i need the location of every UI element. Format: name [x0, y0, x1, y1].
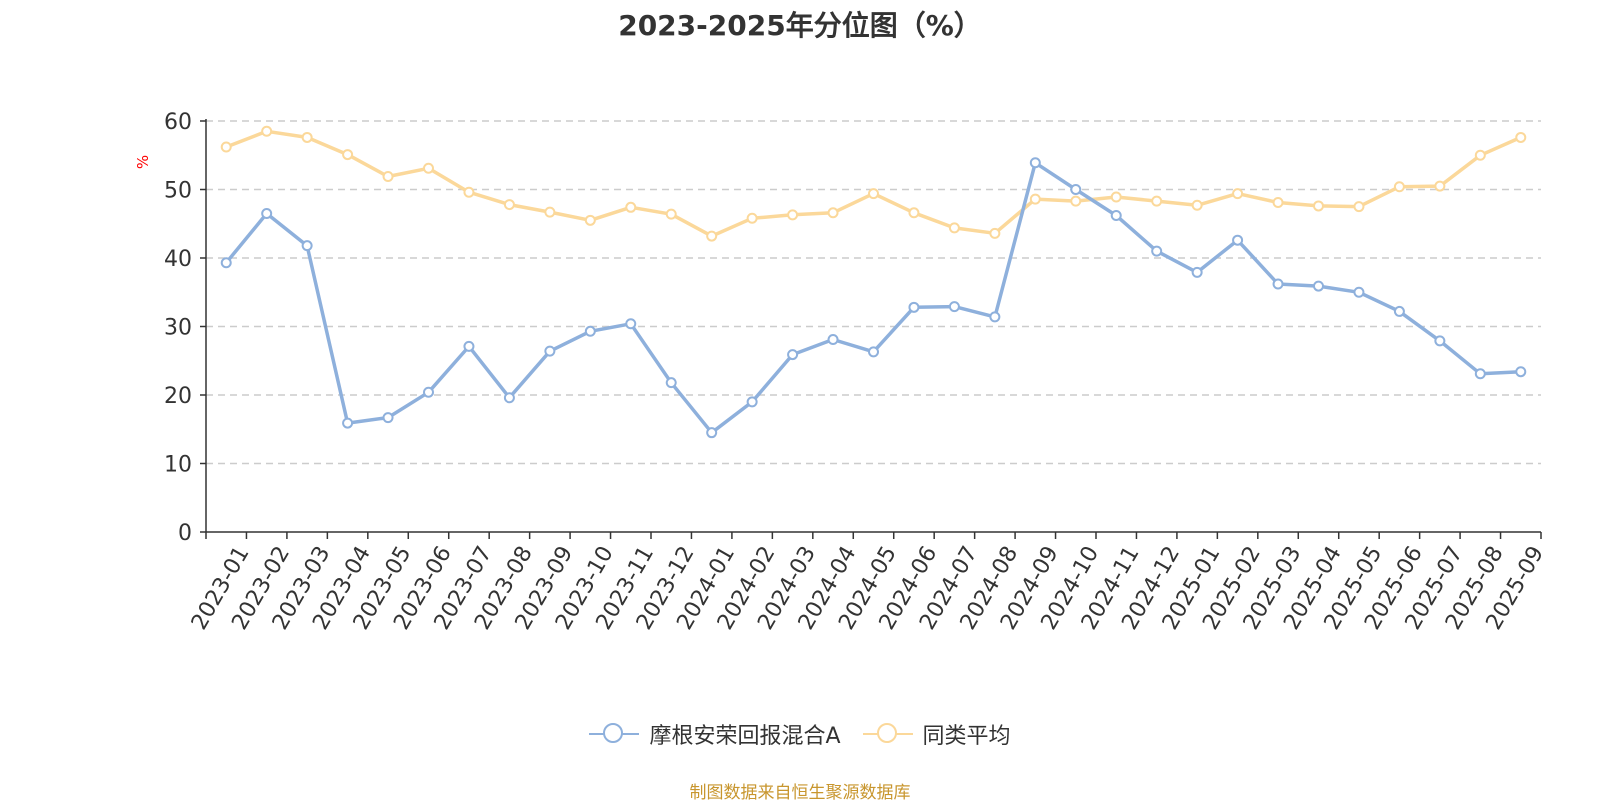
y-tick-label: 60 — [164, 110, 192, 135]
data-point-1 — [423, 162, 434, 174]
data-point-1 — [1434, 180, 1446, 192]
data-point-0 — [746, 396, 758, 408]
legend: 摩根安荣回报混合A 同类平均 — [0, 718, 1600, 750]
data-point-1 — [1070, 195, 1082, 207]
series-line-0 — [224, 161, 1521, 435]
data-point-0 — [1151, 245, 1163, 257]
data-point-1 — [948, 222, 960, 234]
legend-swatch-peer-average — [862, 722, 913, 746]
data-point-1 — [220, 141, 232, 153]
data-point-1 — [1029, 193, 1041, 205]
legend-label-peer-average: 同类平均 — [922, 724, 1011, 749]
y-tick-label: 20 — [164, 384, 192, 409]
data-point-0 — [544, 345, 556, 357]
data-point-0 — [1515, 366, 1527, 378]
data-point-0 — [220, 257, 232, 269]
legend-item-peer-average[interactable]: 同类平均 — [862, 718, 1011, 750]
data-point-0 — [1272, 278, 1284, 290]
legend-label-fund: 摩根安荣回报混合A — [649, 724, 841, 749]
data-point-0 — [584, 325, 596, 337]
data-point-0 — [787, 349, 799, 361]
legend-swatch-fund — [589, 722, 640, 746]
data-point-1 — [665, 208, 677, 220]
data-point-0 — [1110, 210, 1122, 222]
data-point-1 — [544, 206, 556, 218]
data-point-0 — [948, 301, 960, 313]
data-point-0 — [1313, 280, 1324, 292]
data-point-1 — [908, 207, 920, 219]
data-point-1 — [1151, 195, 1163, 207]
data-point-0 — [868, 346, 879, 358]
series-line-1 — [225, 129, 1522, 238]
data-point-0 — [989, 311, 1001, 323]
data-point-0 — [1191, 266, 1203, 278]
data-point-1 — [625, 201, 637, 213]
data-point-1 — [1474, 149, 1486, 161]
data-point-1 — [1232, 188, 1244, 200]
data-point-0 — [1353, 286, 1365, 298]
data-point-0 — [827, 334, 839, 346]
data-point-1 — [989, 227, 1001, 239]
data-point-0 — [1434, 335, 1446, 347]
data-point-0 — [706, 427, 718, 439]
data-point-0 — [342, 417, 354, 429]
data-point-1 — [1272, 197, 1284, 209]
y-tick-label: 50 — [164, 179, 192, 204]
data-point-0 — [1070, 184, 1082, 195]
data-point-1 — [382, 170, 394, 182]
data-point-0 — [423, 386, 434, 398]
data-point-1 — [868, 188, 879, 200]
data-source-note: 制图数据来自恒生聚源数据库 — [689, 783, 911, 803]
data-point-1 — [463, 186, 475, 198]
data-point-0 — [463, 340, 475, 352]
data-point-0 — [382, 412, 394, 424]
data-point-1 — [1313, 200, 1324, 212]
y-axis-label: % — [134, 155, 152, 169]
data-point-0 — [1474, 368, 1486, 380]
data-point-1 — [787, 209, 799, 221]
y-tick-label: 0 — [178, 521, 192, 546]
y-tick-label: 40 — [164, 247, 192, 272]
data-point-1 — [1191, 199, 1203, 211]
data-point-1 — [342, 149, 354, 161]
y-tick-label: 10 — [164, 453, 192, 478]
data-point-1 — [746, 212, 758, 224]
data-point-0 — [908, 301, 920, 313]
data-point-0 — [503, 392, 515, 404]
y-tick-label: 30 — [164, 316, 192, 341]
data-point-1 — [1515, 131, 1527, 143]
data-point-1 — [261, 125, 273, 137]
data-point-1 — [1110, 191, 1122, 203]
legend-item-fund[interactable]: 摩根安荣回报混合A — [589, 718, 841, 750]
data-point-0 — [625, 318, 637, 330]
data-point-0 — [1029, 157, 1041, 169]
data-point-0 — [301, 240, 313, 252]
chart-title: 2023-2025年分位图（%） — [618, 9, 982, 42]
data-point-1 — [1393, 181, 1405, 193]
data-point-0 — [261, 207, 273, 219]
data-point-1 — [827, 207, 839, 219]
data-point-1 — [706, 230, 718, 242]
data-point-1 — [584, 214, 596, 226]
data-point-1 — [1353, 201, 1365, 213]
data-point-0 — [1393, 305, 1405, 317]
data-point-0 — [665, 377, 677, 389]
data-point-1 — [503, 199, 515, 211]
data-point-0 — [1232, 234, 1244, 246]
data-point-1 — [301, 131, 313, 143]
